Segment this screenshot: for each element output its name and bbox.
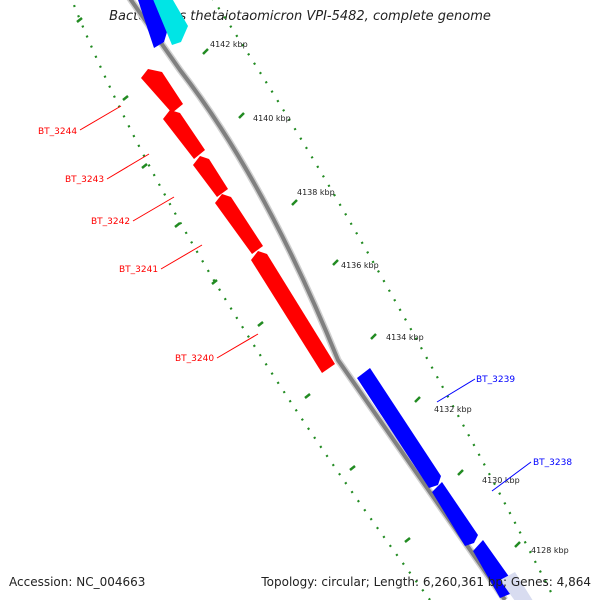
gene-bottom-light-feature <box>500 572 533 600</box>
gene-top-cyan-feature[interactable] <box>150 0 188 45</box>
gene-BT_3243-feature[interactable] <box>163 110 205 159</box>
gene-BT_3242-feature[interactable] <box>193 156 228 197</box>
outer-major-ticks <box>202 48 521 548</box>
inner-tick-track <box>70 0 431 600</box>
scale-label-4128: 4128 kbp <box>531 546 569 555</box>
genome-summary-text: Topology: circular; Length: 6,260,361 bp… <box>261 575 591 589</box>
gene-BT_3238-feature[interactable] <box>432 482 478 546</box>
gene-label-BT_3241[interactable]: BT_3241 <box>119 265 158 275</box>
gene-BT_3241-feature[interactable] <box>215 194 263 254</box>
gene-label-BT_3242[interactable]: BT_3242 <box>91 217 130 227</box>
scale-label-4140: 4140 kbp <box>253 114 291 123</box>
genome-backbone <box>128 0 507 600</box>
gene-leader-lines <box>79 105 532 492</box>
scale-label-4132: 4132 kbp <box>434 405 472 414</box>
genome-title: Bacteroides thetaiotaomicron VPI-5482, c… <box>109 9 491 24</box>
gene-label-BT_3244[interactable]: BT_3244 <box>38 127 77 137</box>
scale-label-4136: 4136 kbp <box>341 261 379 270</box>
gene-BT_3240-feature[interactable] <box>251 251 335 373</box>
gene-BT_3244-feature[interactable] <box>141 69 183 113</box>
outer-tick-track <box>212 0 556 600</box>
scale-label-4138: 4138 kbp <box>297 188 335 197</box>
scale-label-4142: 4142 kbp <box>210 40 248 49</box>
gene-label-BT_3240[interactable]: BT_3240 <box>175 354 214 364</box>
gene-label-BT_3239[interactable]: BT_3239 <box>476 375 515 385</box>
gene-label-BT_3243[interactable]: BT_3243 <box>65 175 104 185</box>
gene-label-BT_3238[interactable]: BT_3238 <box>533 458 572 468</box>
inner-major-ticks <box>76 17 411 543</box>
scale-label-4130: 4130 kbp <box>482 476 520 485</box>
scale-label-4134: 4134 kbp <box>386 333 424 342</box>
gene-BT_3239-feature[interactable] <box>357 368 441 488</box>
accession-text: Accession: NC_004663 <box>9 575 146 589</box>
